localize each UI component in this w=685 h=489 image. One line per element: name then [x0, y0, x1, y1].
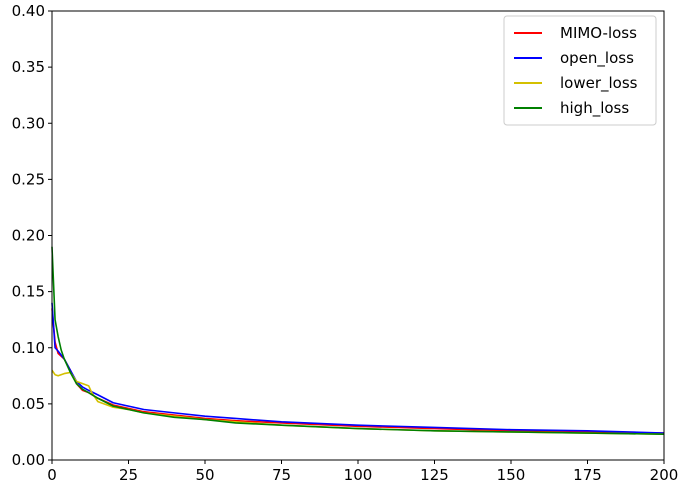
series-line-1 [51, 308, 665, 434]
y-tick-label: 0.25 [12, 170, 45, 188]
legend-box [503, 15, 657, 126]
y-tick-label: 0.00 [12, 451, 45, 469]
legend-label: MIMO-loss [560, 24, 637, 42]
y-tick-label: 0.20 [12, 227, 45, 245]
x-tick-label: 125 [420, 466, 449, 484]
x-tick-label: 50 [195, 466, 214, 484]
x-tick-label: 25 [119, 466, 138, 484]
y-tick-label: 0.05 [12, 395, 45, 413]
y-tick-label: 0.35 [12, 58, 45, 76]
y-axis: 0.00 0.05 0.10 0.15 0.20 0.25 0.30 0.35 0.40 [12, 2, 52, 469]
y-tick-label: 0.15 [12, 283, 45, 301]
x-tick-label: 75 [272, 466, 291, 484]
legend-label: high_loss [560, 99, 629, 118]
legend: MIMO-loss open_loss lower_loss high_loss [503, 15, 657, 126]
series-line-4 [51, 246, 665, 435]
x-tick-label: 175 [573, 466, 602, 484]
series-layer [51, 246, 665, 435]
y-tick-label: 0.40 [12, 2, 45, 20]
legend-label: lower_loss [560, 74, 638, 93]
x-tick-label: 0 [47, 466, 57, 484]
x-tick-label: 100 [344, 466, 373, 484]
legend-label: open_loss [560, 49, 634, 68]
x-tick-label: 200 [650, 466, 679, 484]
x-axis: 0 25 50 75 100 125 150 175 200 [47, 460, 678, 484]
y-tick-label: 0.10 [12, 339, 45, 357]
x-tick-label: 150 [497, 466, 526, 484]
y-tick-label: 0.30 [12, 114, 45, 132]
